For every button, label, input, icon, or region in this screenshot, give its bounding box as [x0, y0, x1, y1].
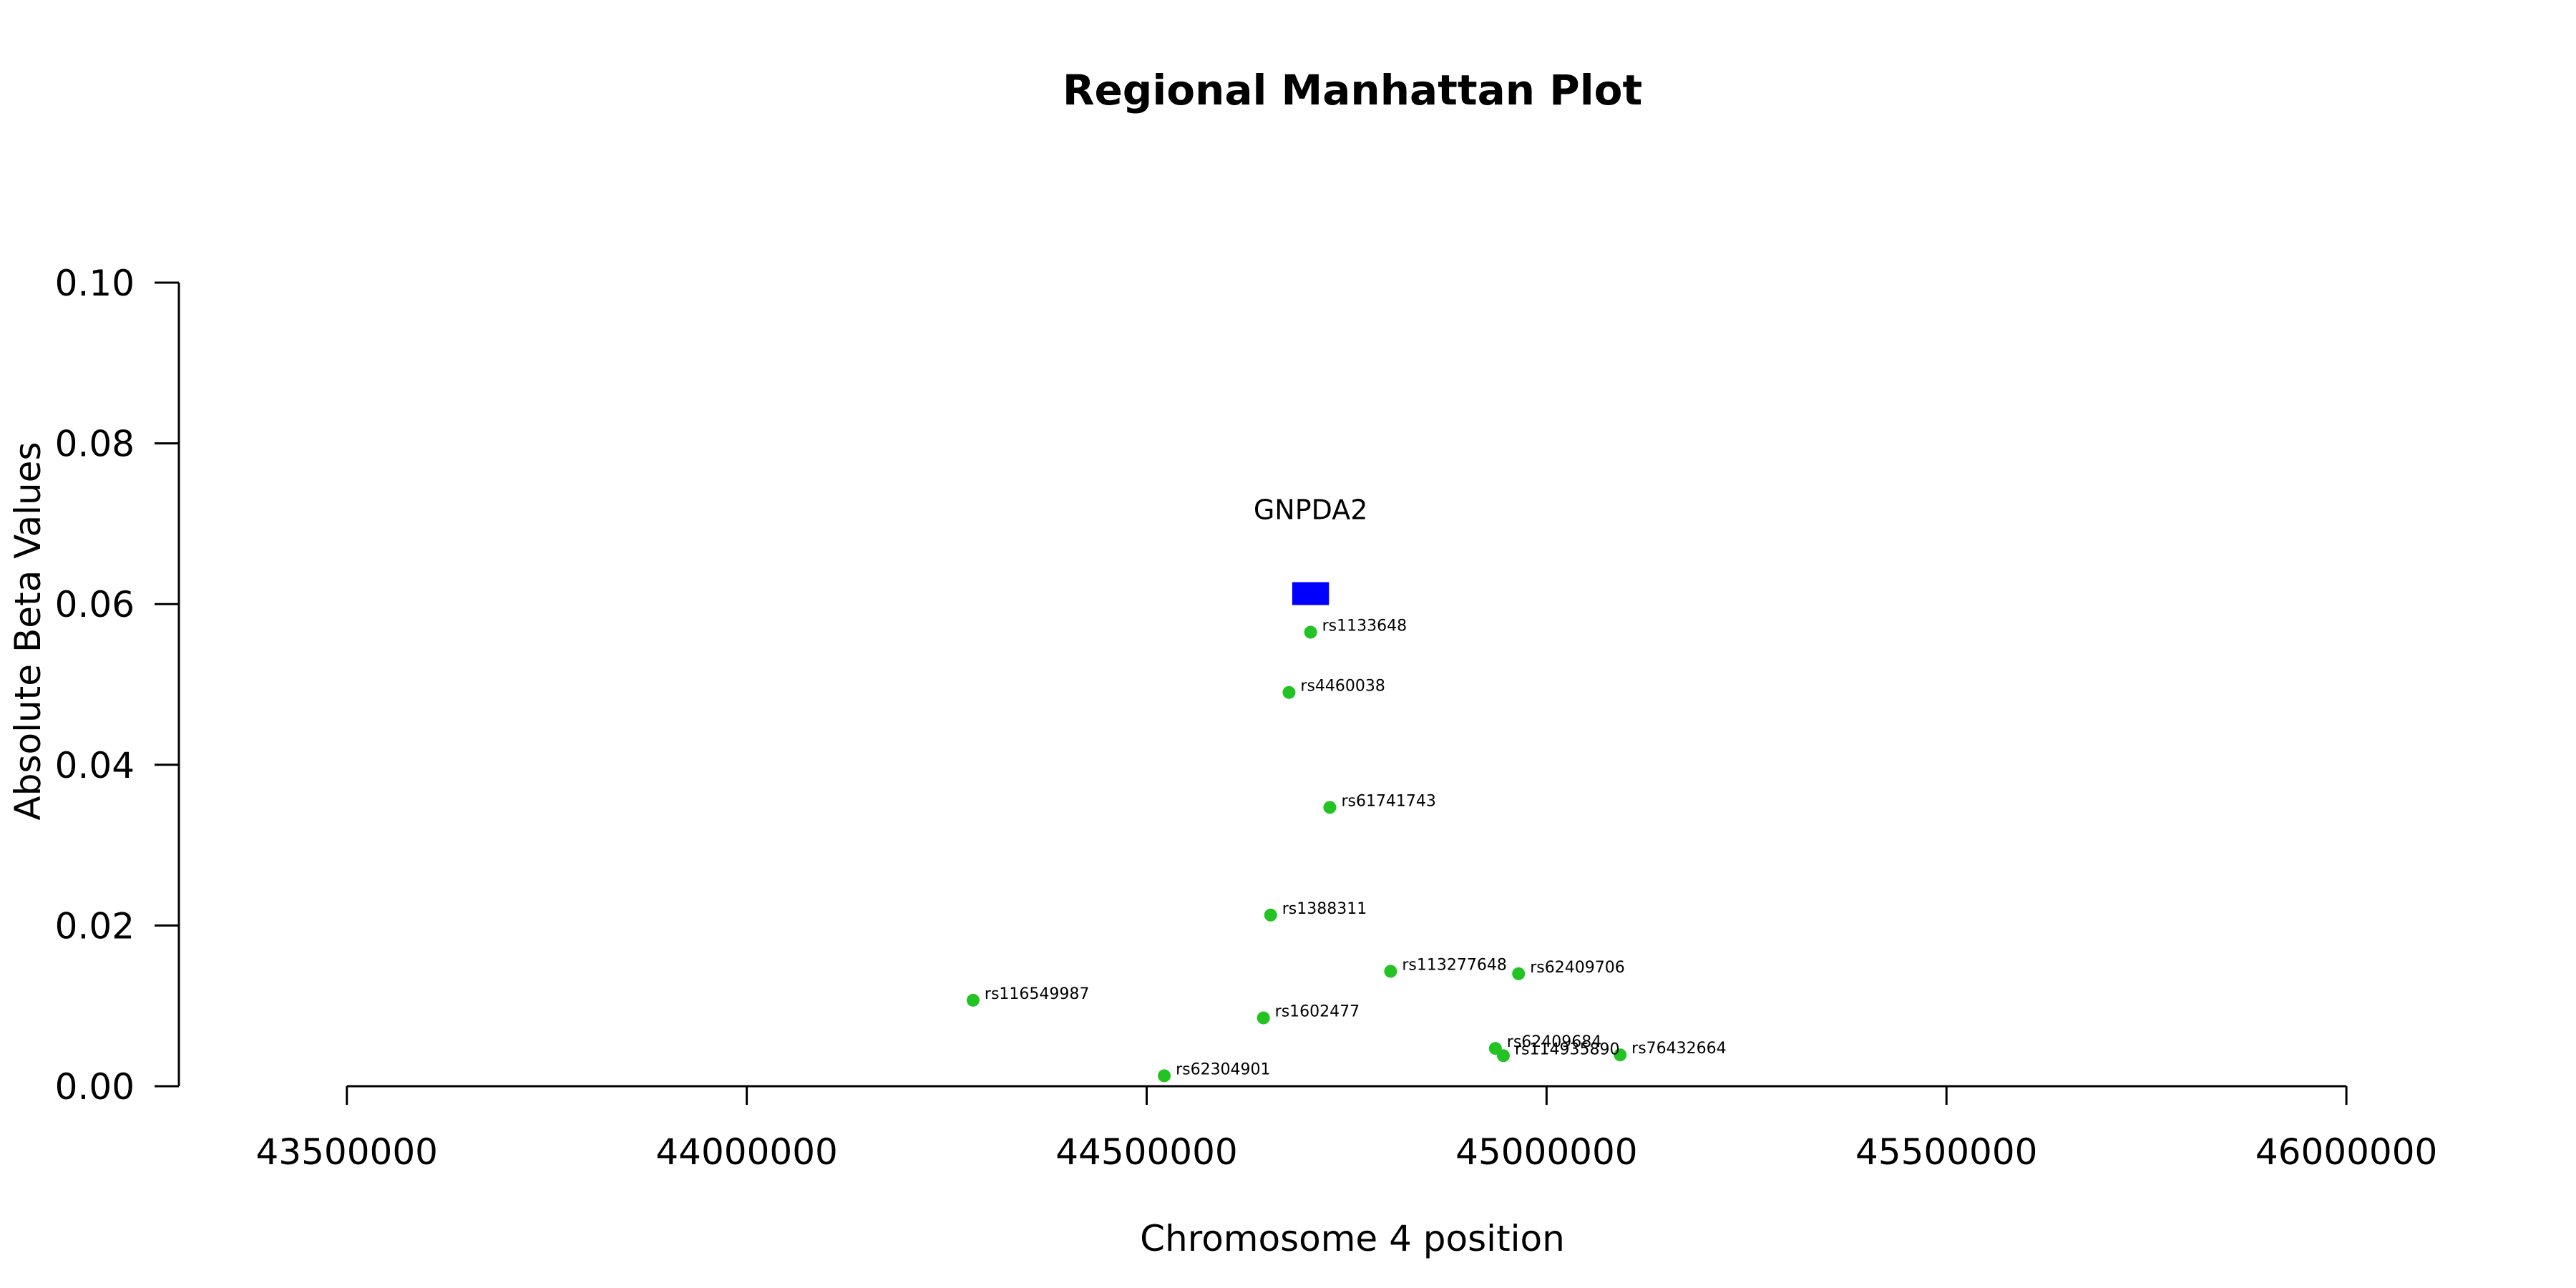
snp-label: rs61741743: [1341, 792, 1435, 810]
gene-track: GNPDA2: [1254, 494, 1368, 605]
snp-point: [1304, 625, 1317, 639]
gene-label: GNPDA2: [1254, 494, 1368, 526]
x-tick-label: 45500000: [1855, 1131, 2038, 1173]
snp-labels: rs1133648 rs4460038 rs61741743 rs1388311 rs1…: [985, 618, 1727, 1079]
snp-label: rs62304901: [1176, 1060, 1270, 1078]
x-tick-label: 46000000: [2255, 1131, 2438, 1173]
snp-point: [1257, 1011, 1270, 1025]
y-tick-label: 0.10: [55, 263, 135, 304]
snp-point: [1282, 686, 1296, 699]
x-axis-label: Chromosome 4 position: [1140, 1218, 1565, 1259]
snp-point: [1496, 1049, 1510, 1063]
snp-point: [1264, 908, 1277, 922]
x-tick-label: 44500000: [1055, 1131, 1238, 1173]
x-tick-label: 44000000: [655, 1131, 838, 1173]
snp-label: rs1602477: [1275, 1003, 1360, 1021]
x-tick-label: 45000000: [1455, 1131, 1638, 1173]
chart-title: Regional Manhattan Plot: [1063, 66, 1642, 114]
snp-point: [1614, 1048, 1627, 1062]
snp-label: rs76432664: [1631, 1040, 1726, 1058]
x-axis: 43500000 44000000 44500000 45000000 45500000…: [255, 1085, 2438, 1173]
snp-label: rs114935890: [1515, 1040, 1619, 1058]
snp-label: rs116549987: [985, 985, 1089, 1003]
snp-point: [966, 993, 980, 1007]
snp-label: rs62409684: [1507, 1033, 1601, 1051]
snp-point: [1323, 801, 1337, 814]
snp-point: [1512, 967, 1526, 980]
snp-label: rs4460038: [1300, 678, 1385, 696]
snp-points: [966, 625, 1627, 1083]
snp-point: [1384, 965, 1397, 978]
y-tick-label: 0.04: [55, 745, 135, 786]
snp-label: rs62409706: [1530, 959, 1624, 977]
y-tick-label: 0.00: [55, 1066, 135, 1108]
snp-point: [1158, 1069, 1171, 1083]
snp-label: rs1133648: [1322, 618, 1407, 635]
y-tick-label: 0.08: [55, 424, 135, 465]
snp-label: rs1388311: [1282, 900, 1367, 918]
y-axis: 0.00 0.02 0.04 0.06 0.08 0.10: [55, 263, 180, 1108]
gene-box: [1292, 582, 1330, 605]
y-axis-label: Absolute Beta Values: [7, 442, 49, 821]
snp-label: rs113277648: [1402, 956, 1506, 974]
y-tick-label: 0.06: [55, 584, 135, 625]
y-tick-label: 0.02: [55, 905, 135, 947]
x-tick-label: 43500000: [255, 1131, 438, 1173]
